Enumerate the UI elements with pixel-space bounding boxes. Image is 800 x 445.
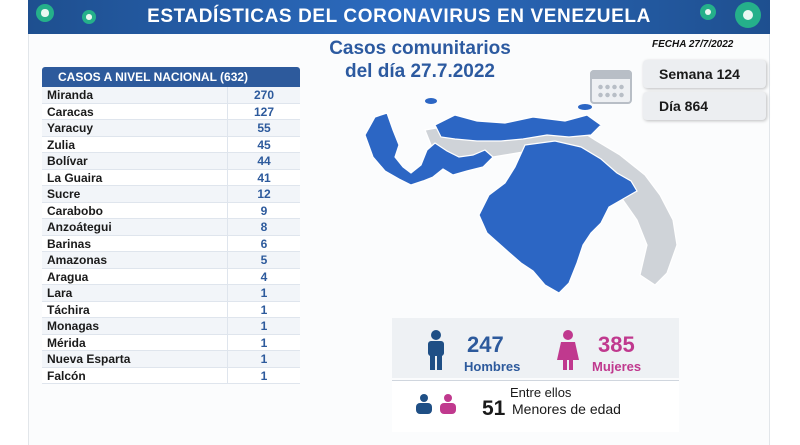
state-name: Amazonas (42, 252, 228, 268)
state-name: Lara (42, 285, 228, 301)
case-count: 41 (257, 170, 271, 185)
state-name: Anzoátegui (42, 219, 228, 235)
man-icon (428, 330, 444, 370)
state-name: Caracas (42, 103, 228, 119)
table-header: CASOS A NIVEL NACIONAL (632) (42, 67, 300, 87)
state-name: Barinas (42, 235, 228, 251)
week-badge: Semana 124 (643, 60, 766, 88)
virus-icon (82, 10, 96, 24)
men-count: 247 (467, 332, 504, 357)
table-row: Falcón 1 (42, 367, 300, 384)
state-name: Nueva Esparta (42, 351, 228, 367)
case-count: 1 (260, 368, 268, 383)
case-count: 1 (260, 286, 268, 300)
table-row: La Guaira 41 (42, 169, 300, 186)
table-row: Táchira 1 (42, 301, 300, 318)
table-row: Amazonas 5 (42, 252, 300, 269)
map-region-blue-north (434, 114, 602, 142)
state-name: Aragua (42, 268, 228, 284)
men-label: Hombres (464, 359, 521, 374)
day-badge: Día 864 (643, 92, 766, 120)
minors-label: Menores de edad (512, 401, 621, 417)
virus-icon (700, 4, 716, 20)
cases-table: CASOS A NIVEL NACIONAL (632) Miranda 270 C… (42, 67, 300, 384)
venezuela-map (364, 98, 678, 294)
subtitle-line2: del día 27.7.2022 (345, 61, 495, 82)
case-count: 270 (253, 88, 275, 102)
subtitle-line1: Casos comunitarios (329, 38, 511, 59)
table-row: Caracas 127 (42, 103, 300, 120)
table-row: Lara 1 (42, 285, 300, 302)
women-label: Mujeres (592, 359, 642, 374)
state-name: La Guaira (42, 169, 228, 185)
header-banner: ESTADÍSTICAS DEL CORONAVIRUS EN VENEZUEL… (28, 0, 770, 34)
case-count: 8 (260, 220, 268, 234)
minors-intro: Entre ellos (510, 385, 572, 400)
minors-count: 51 (482, 397, 506, 420)
children-icon (416, 394, 456, 414)
calendar-icon (590, 70, 632, 104)
page-subtitle: Casos comunitarios del día 27.7.2022 (285, 37, 555, 83)
state-name: Carabobo (42, 202, 228, 218)
table-row: Carabobo 9 (42, 202, 300, 219)
case-count: 5 (260, 253, 268, 267)
state-name: Miranda (42, 87, 228, 103)
state-name: Mérida (42, 334, 228, 350)
map-region-blue-west (364, 112, 494, 186)
table-row: Aragua 4 (42, 268, 300, 285)
table-row: Nueva Esparta 1 (42, 351, 300, 368)
table-row: Anzoátegui 8 (42, 219, 300, 236)
case-count: 44 (257, 154, 271, 168)
banner-title: ESTADÍSTICAS DEL CORONAVIRUS EN VENEZUEL… (147, 6, 651, 27)
table-row: Yaracuy 55 (42, 120, 300, 137)
women-count: 385 (598, 332, 635, 357)
state-name: Falcón (42, 367, 228, 383)
case-count: 127 (253, 104, 275, 119)
state-name: Zulia (42, 136, 228, 152)
table-row: Sucre 12 (42, 186, 300, 203)
state-name: Sucre (42, 186, 228, 202)
table-row: Bolívar 44 (42, 153, 300, 170)
case-count: 6 (260, 236, 268, 251)
table-row: Monagas 1 (42, 318, 300, 335)
case-count: 12 (257, 187, 271, 201)
case-count: 45 (257, 137, 271, 152)
table-row: Miranda 270 (42, 87, 300, 104)
case-count: 55 (257, 121, 271, 135)
case-count: 1 (260, 319, 268, 333)
table-row: Mérida 1 (42, 334, 300, 351)
case-count: 1 (260, 352, 268, 366)
state-name: Táchira (42, 301, 228, 317)
virus-icon (36, 4, 54, 22)
map-region-blue-south (478, 140, 638, 294)
state-name: Monagas (42, 318, 228, 334)
table-row: Zulia 45 (42, 136, 300, 153)
virus-icon (735, 2, 761, 28)
report-date: FECHA 27/7/2022 (652, 39, 734, 50)
woman-icon (557, 330, 579, 370)
state-name: Yaracuy (42, 120, 228, 136)
case-count: 9 (260, 203, 268, 218)
case-count: 4 (260, 269, 268, 284)
table-row: Barinas 6 (42, 235, 300, 252)
minors-panel (392, 380, 679, 432)
table-body: Miranda 270 Caracas 127 Yaracuy 55 Zulia 45 Bolí… (42, 87, 300, 384)
case-count: 1 (260, 302, 268, 317)
state-name: Bolívar (42, 153, 228, 169)
case-count: 1 (260, 335, 268, 350)
